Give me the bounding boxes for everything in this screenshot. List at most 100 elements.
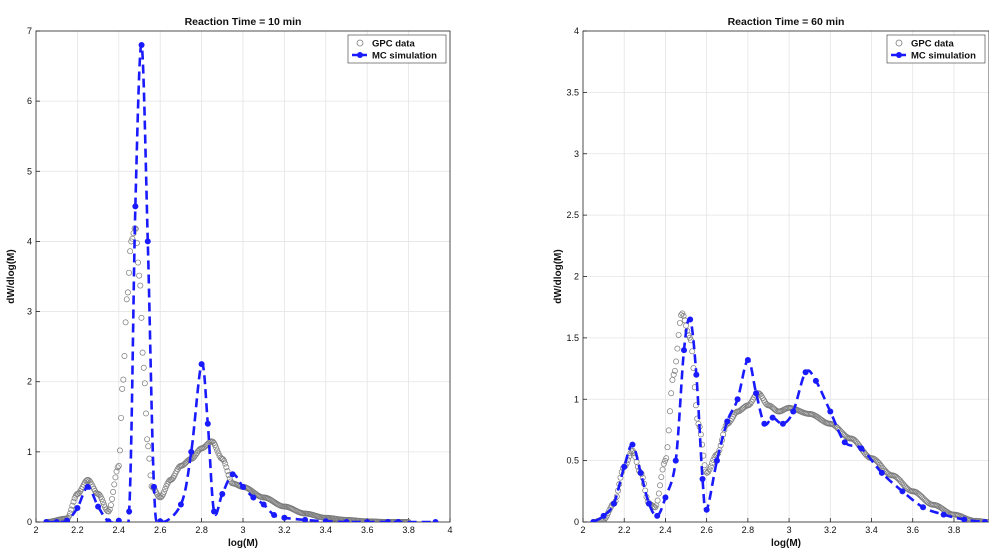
mc-simulation-marker	[769, 414, 776, 421]
series-mc-simulation	[590, 316, 988, 522]
x-tick-label: 2.2	[618, 525, 631, 535]
mc-simulation-marker	[271, 511, 278, 518]
gpc-data-marker	[109, 496, 115, 502]
gpc-data-marker	[110, 488, 117, 495]
gpc-data-marker	[101, 501, 108, 508]
series-mc-simulation	[43, 42, 439, 522]
grid	[36, 31, 450, 522]
gpc-data-marker	[136, 272, 143, 279]
gpc-data-marker	[707, 463, 714, 470]
gpc-data-marker	[223, 464, 230, 471]
gpc-data-marker	[116, 447, 123, 454]
x-tick-label: 3.8	[948, 525, 961, 535]
gpc-data-marker	[673, 358, 680, 365]
gpc-data-marker	[662, 457, 668, 464]
mc-simulation-marker	[662, 494, 669, 501]
gpc-data-marker	[655, 490, 662, 497]
gpc-data-marker	[70, 498, 77, 505]
y-tick-label: 0	[574, 517, 579, 527]
gpc-data-marker	[135, 259, 141, 266]
gpc-data-marker	[706, 466, 713, 473]
y-tick-label: 2	[574, 272, 579, 282]
mc-simulation-marker	[827, 408, 834, 415]
gpc-data-marker	[671, 368, 678, 374]
mc-simulation-marker	[74, 504, 81, 511]
mc-simulation-marker	[610, 500, 617, 507]
gpc-data-marker	[212, 442, 218, 449]
gpc-data-marker	[222, 460, 229, 467]
x-tick-label: 4	[447, 525, 452, 535]
y-tick-label: 0.5	[566, 456, 579, 466]
mc-simulation-marker	[878, 469, 885, 476]
grid	[583, 31, 989, 522]
y-tick-label: 2	[27, 377, 32, 387]
gpc-data-marker	[139, 349, 146, 356]
mc-simulation-marker	[744, 356, 751, 363]
mc-simulation-marker	[802, 369, 809, 376]
gpc-data-marker	[742, 403, 749, 410]
mc-simulation-marker	[790, 408, 797, 415]
mc-simulation-marker	[150, 483, 157, 490]
y-tick-label: 0	[27, 517, 32, 527]
x-tick-label: 3	[240, 525, 245, 535]
mc-simulation-marker	[126, 508, 133, 515]
y-axis-label: dW/dlog(M)	[553, 249, 564, 303]
gpc-data-marker	[670, 371, 677, 378]
legend-gpc-marker	[895, 39, 903, 47]
gpc-data-marker	[100, 498, 106, 505]
gpc-data-marker	[120, 376, 127, 383]
mc-simulation-marker	[600, 512, 607, 519]
gpc-data-marker	[138, 314, 145, 321]
y-tick-label: 3	[27, 307, 32, 317]
mc-simulation-marker	[590, 519, 597, 522]
x-tick-label: 2	[580, 525, 585, 535]
x-tick-label: 3	[787, 525, 792, 535]
gpc-data-marker	[690, 365, 697, 372]
x-axis-label: log(M)	[771, 538, 801, 549]
mc-simulation-marker	[343, 519, 350, 522]
mc-simulation-marker	[322, 518, 329, 522]
mc-simulation-marker	[43, 519, 50, 522]
mc-simulation-marker	[703, 506, 710, 513]
legend-mc-label: MC simulation	[911, 51, 976, 62]
mc-simulation-marker	[84, 483, 91, 490]
legend-mc-label: MC simulation	[372, 51, 437, 62]
mc-simulation-marker	[693, 371, 700, 378]
gpc-data-marker	[213, 444, 220, 451]
gpc-data-marker	[118, 414, 125, 421]
gpc-data-marker	[98, 496, 105, 503]
mc-simulation-marker	[364, 519, 371, 522]
gpc-data-marker	[683, 322, 689, 329]
mc-simulation-marker	[198, 361, 205, 368]
mc-simulation-marker	[260, 501, 267, 508]
mc-simulation-marker	[621, 463, 628, 470]
gpc-data-marker	[674, 345, 681, 352]
gpc-data-marker	[684, 328, 691, 334]
mc-simulation-marker	[188, 448, 195, 455]
y-tick-label: 3	[574, 149, 579, 159]
mc-simulation-marker	[724, 418, 731, 425]
gpc-data-marker	[121, 353, 128, 359]
gpc-data-marker	[668, 390, 675, 397]
x-axis-label: log(M)	[228, 538, 258, 549]
mc-simulation-marker	[95, 503, 102, 510]
mc-simulation-marker	[812, 377, 819, 384]
mc-simulation-marker	[302, 516, 309, 522]
gpc-data-marker	[214, 447, 221, 454]
mc-simulation-marker	[384, 519, 391, 522]
chart-panel-10min: 2 2.2 2.4 2.6 2.8 3 3.2 3.4 3.6 3.8 4 0 1 2 3 4 5 6 7 React…	[6, 16, 453, 549]
gpc-data-marker	[665, 427, 672, 434]
mc-simulation-marker	[654, 512, 661, 519]
gpc-data-marker	[709, 460, 715, 467]
gpc-data-marker	[675, 331, 682, 338]
y-tick-label: 5	[27, 166, 32, 176]
gpc-data-marker	[617, 474, 624, 481]
mc-simulation-marker	[132, 203, 139, 210]
y-tick-label: 1	[574, 394, 579, 404]
gpc-data-marker	[143, 410, 149, 417]
mc-simulation-marker	[204, 420, 211, 427]
x-tick-label: 2.6	[700, 525, 713, 535]
y-tick-label: 7	[27, 26, 32, 36]
gpc-data-marker	[163, 483, 170, 490]
